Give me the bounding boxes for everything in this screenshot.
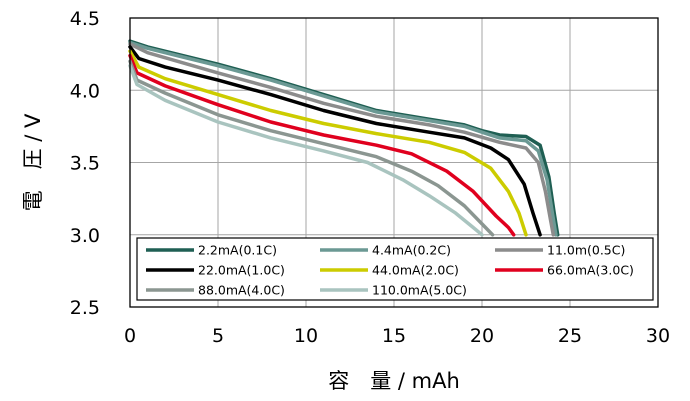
x-tick-label: 20 — [470, 325, 494, 347]
legend: 2.2mA(0.1C) 4.4mA(0.2C) 11.0m(0.5C) 22.0mA(… — [136, 237, 654, 301]
legend-label-8: 110.0mA(5.0C) — [372, 283, 467, 298]
plot-frame — [129, 17, 659, 308]
series-line-5 — [128, 49, 528, 237]
legend-label-1: 2.2mA(0.1C) — [198, 243, 277, 258]
legend-label-3: 11.0m(0.5C) — [547, 243, 625, 258]
series-line-8 — [128, 63, 484, 237]
legend-box — [136, 237, 654, 301]
x-tick-label: 0 — [124, 325, 136, 347]
legend-label-5: 44.0mA(2.0C) — [372, 263, 459, 278]
legend-label-4: 22.0mA(1.0C) — [198, 263, 285, 278]
x-tick-label: 10 — [294, 325, 318, 347]
y-tick-labels: 2.5 3.0 3.5 4.0 4.5 — [70, 8, 100, 319]
x-tick-label: 30 — [646, 325, 670, 347]
series-line-3 — [128, 42, 556, 237]
legend-label-2: 4.4mA(0.2C) — [372, 243, 451, 258]
x-tick-label: 15 — [382, 325, 406, 347]
series-line-7 — [128, 59, 495, 237]
y-tick-label: 2.5 — [70, 297, 100, 319]
y-axis-label: 電 圧 / V — [21, 113, 45, 211]
x-tick-label: 25 — [558, 325, 582, 347]
x-tick-labels: 0 5 10 15 20 25 30 — [124, 325, 670, 347]
x-tick-label: 5 — [212, 325, 224, 347]
series-line-4 — [128, 45, 542, 237]
series-line-6 — [128, 53, 516, 237]
legend-label-7: 88.0mA(4.0C) — [198, 283, 285, 298]
y-tick-label: 4.0 — [70, 80, 100, 102]
y-tick-label: 4.5 — [70, 8, 100, 30]
legend-label-6: 66.0mA(3.0C) — [547, 263, 634, 278]
series-lines — [128, 39, 560, 237]
x-axis-label: 容 量 / mAh — [328, 369, 460, 393]
series-line-2 — [128, 40, 558, 237]
y-tick-label: 3.5 — [70, 153, 100, 175]
y-tick-label: 3.0 — [70, 225, 100, 247]
